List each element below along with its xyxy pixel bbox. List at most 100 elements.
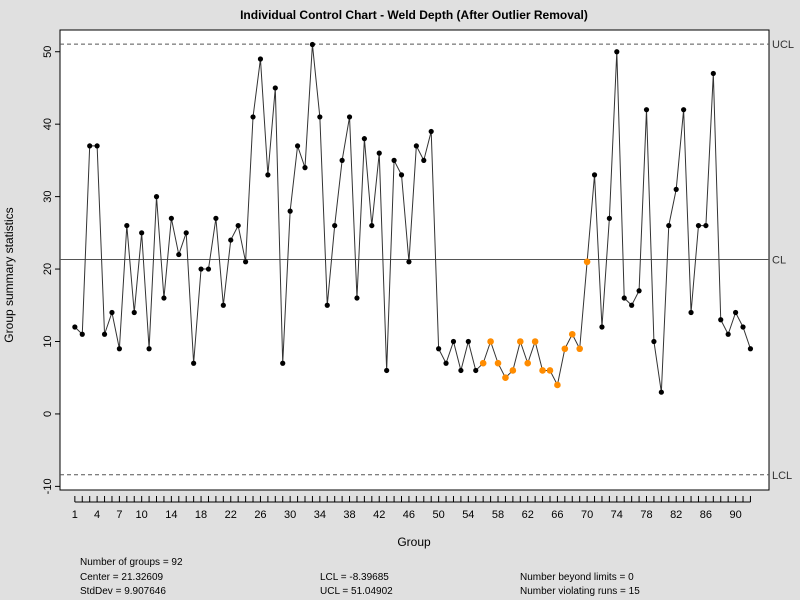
data-point-violating — [494, 359, 502, 367]
y-tick-label: 10 — [42, 335, 54, 347]
x-tick-label: 62 — [522, 509, 534, 521]
data-point — [124, 222, 130, 229]
data-point-violating — [576, 345, 583, 353]
data-point — [629, 302, 635, 308]
x-tick-label: 86 — [700, 509, 712, 521]
x-tick-label: 82 — [670, 509, 682, 521]
stat-ucl: UCL = 51.04902 — [320, 586, 393, 597]
data-point-violating — [531, 338, 539, 345]
y-tick-label: 0 — [42, 411, 54, 417]
data-point — [287, 208, 293, 214]
data-point — [354, 295, 360, 301]
series-line — [74, 44, 751, 393]
data-point — [406, 259, 412, 265]
x-tick-label: 66 — [551, 509, 563, 521]
data-point — [384, 367, 390, 374]
y-axis-label: Group summary statistics — [2, 207, 16, 342]
data-point — [116, 346, 122, 352]
data-point — [688, 309, 694, 316]
x-tick-label: 58 — [492, 509, 504, 521]
x-tick-label: 30 — [284, 509, 296, 521]
x-tick-label: 54 — [462, 509, 474, 521]
data-point — [139, 230, 145, 236]
stat-stddev: StdDev = 9.907646 — [80, 586, 166, 597]
stat-number-of-groups: Number of groups = 92 — [80, 557, 183, 568]
data-point-violating — [479, 359, 487, 367]
x-tick-label: 4 — [94, 509, 100, 521]
y-tick-label: 40 — [42, 118, 54, 130]
data-point — [398, 172, 405, 178]
data-point — [198, 266, 204, 272]
data-point — [191, 360, 197, 366]
data-point — [732, 309, 739, 316]
data-point — [710, 70, 716, 77]
data-point — [740, 324, 746, 330]
data-point — [87, 143, 93, 149]
data-point — [280, 360, 286, 366]
data-point — [332, 222, 338, 229]
data-point — [651, 338, 657, 345]
data-point — [176, 251, 182, 258]
x-tick-label: 74 — [611, 509, 623, 521]
y-tick-label: 30 — [42, 190, 54, 202]
x-tick-label: 46 — [403, 509, 415, 521]
data-point — [591, 172, 598, 178]
data-point — [146, 346, 152, 352]
stat-violating-runs: Number violating runs = 15 — [520, 586, 640, 597]
data-point — [428, 128, 434, 135]
data-point — [361, 136, 367, 142]
x-tick-label: 50 — [433, 509, 445, 521]
cl-label: CL — [772, 254, 786, 266]
data-point — [703, 222, 709, 229]
data-point-violating — [516, 338, 524, 345]
data-point-violating — [487, 338, 494, 345]
data-point-violating — [583, 258, 591, 266]
data-point-violating — [524, 359, 532, 367]
data-point — [473, 367, 479, 374]
data-point — [369, 222, 375, 229]
data-point — [747, 346, 754, 352]
data-point — [72, 324, 78, 330]
data-point — [220, 302, 226, 308]
data-point — [324, 302, 330, 308]
stat-lcl: LCL = -8.39685 — [320, 572, 389, 583]
ucl-label: UCL — [772, 39, 794, 51]
data-point — [621, 295, 627, 301]
data-point — [443, 360, 449, 366]
data-point — [153, 194, 160, 200]
data-point — [213, 215, 219, 221]
data-point — [346, 114, 353, 120]
x-tick-label: 18 — [195, 509, 207, 521]
data-point — [294, 143, 301, 149]
x-tick-label: 22 — [225, 509, 237, 521]
data-point-violating — [554, 381, 561, 389]
x-tick-label: 38 — [343, 509, 355, 521]
data-point — [109, 309, 115, 316]
stat-beyond-limits: Number beyond limits = 0 — [520, 572, 634, 583]
data-point-violating — [509, 367, 517, 374]
data-point — [695, 222, 702, 229]
data-point-violating — [561, 345, 569, 353]
data-point — [606, 215, 612, 221]
data-point — [376, 150, 382, 156]
lcl-label: LCL — [772, 470, 792, 482]
data-point — [718, 317, 724, 323]
data-point-violating — [568, 330, 576, 338]
data-point — [673, 186, 679, 192]
data-point — [643, 107, 650, 113]
x-tick-label: 1 — [72, 509, 78, 521]
data-point — [465, 338, 471, 345]
x-tick-label: 90 — [729, 509, 741, 521]
data-point — [235, 222, 241, 229]
data-point — [309, 41, 316, 48]
data-point — [413, 143, 419, 149]
data-point — [725, 331, 731, 337]
stat-center: Center = 21.32609 — [80, 572, 164, 583]
y-tick-label: 50 — [42, 46, 54, 58]
x-axis-label: Group — [397, 535, 431, 549]
data-point — [436, 346, 442, 352]
data-point — [265, 172, 271, 178]
data-point — [250, 114, 256, 120]
data-point — [339, 157, 345, 163]
